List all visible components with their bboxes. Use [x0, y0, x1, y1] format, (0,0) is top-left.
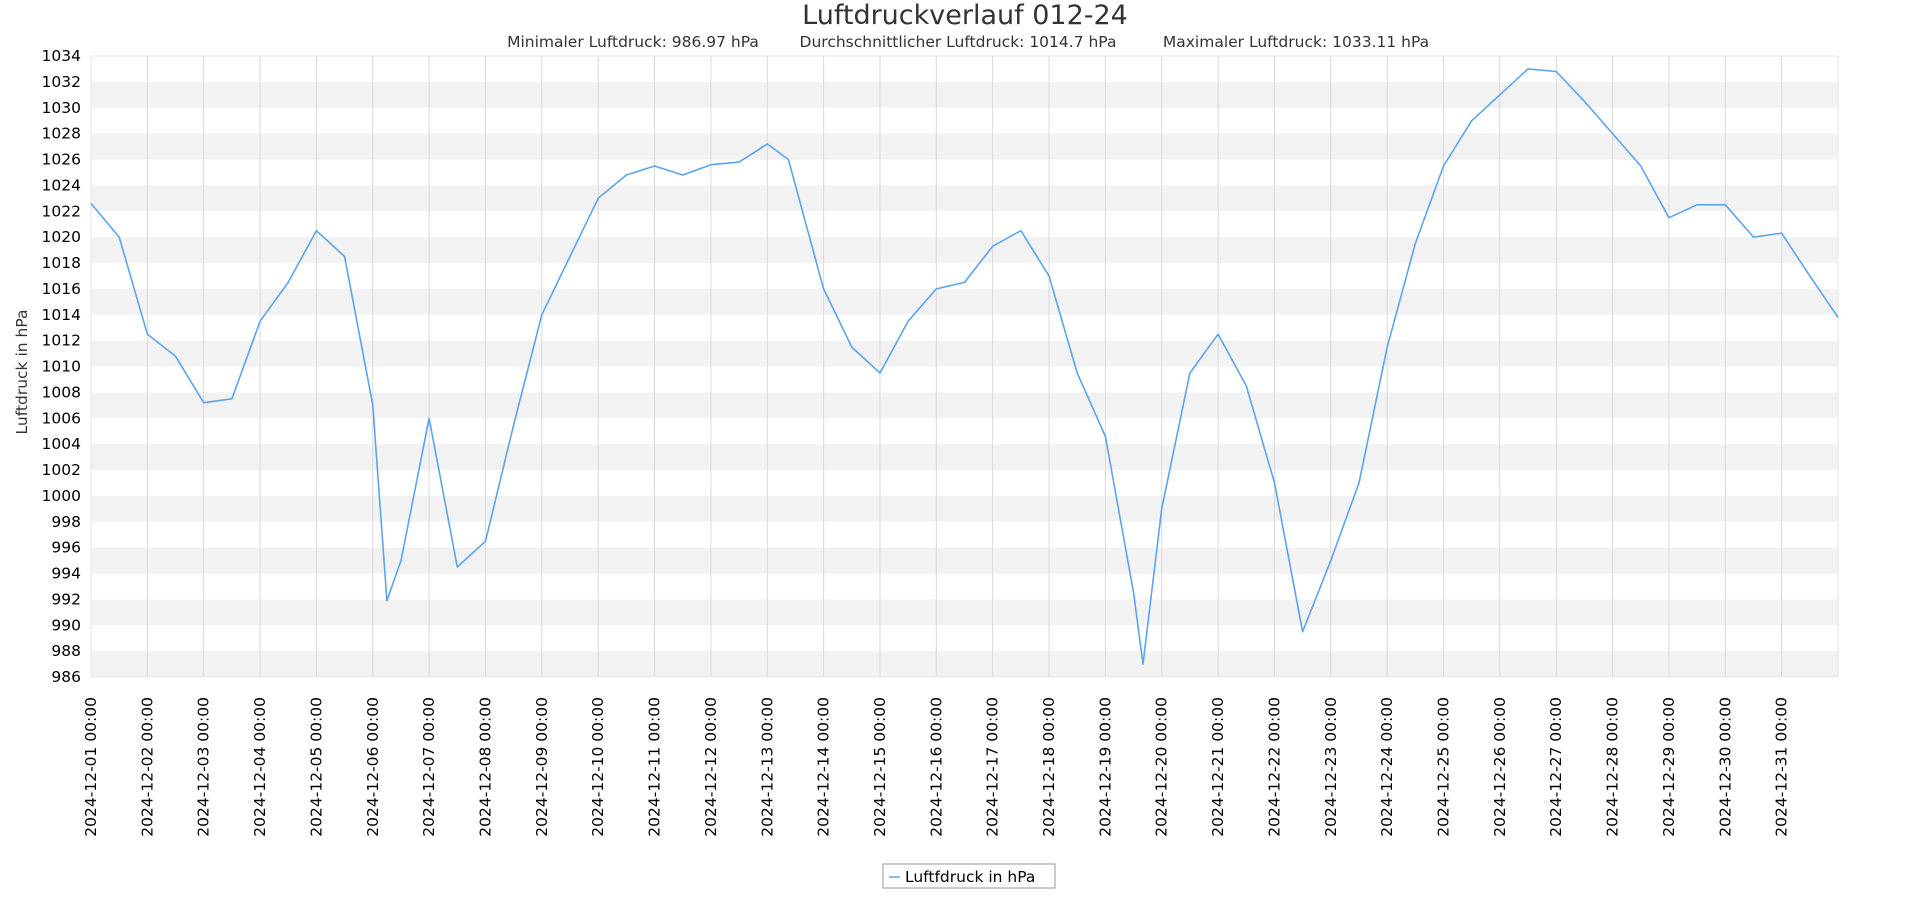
y-axis-label: Luftdruck in hPa: [13, 310, 31, 435]
plot-band: [91, 133, 1838, 160]
stat-avg-pressure: Durchschnittlicher Luftdruck: 1014.7 hPa: [800, 33, 1117, 51]
plot-band: [91, 185, 1838, 212]
x-tick-label: 2024-12-26 00:00: [1491, 697, 1509, 837]
y-tick-label: 1026: [42, 151, 81, 169]
x-tick-label: 2024-12-20 00:00: [1153, 697, 1171, 837]
y-tick-label: 992: [51, 590, 81, 608]
x-tick-label: 2024-12-02 00:00: [138, 697, 156, 837]
series-layer: [90, 68, 1839, 665]
plot-band: [91, 81, 1838, 108]
x-tick-label: 2024-12-29 00:00: [1660, 697, 1678, 837]
plot-band: [91, 237, 1838, 263]
x-tick-label: 2024-12-15 00:00: [871, 697, 889, 837]
y-tick-label: 1008: [42, 383, 81, 401]
y-tick-label: 988: [51, 642, 81, 660]
x-tick-label: 2024-12-31 00:00: [1773, 697, 1791, 837]
x-tick-label: 2024-12-23 00:00: [1322, 697, 1340, 837]
x-tick-label: 2024-12-08 00:00: [476, 697, 494, 837]
plot-frame: [90, 55, 1839, 678]
x-tick-label: 2024-12-10 00:00: [589, 697, 607, 837]
x-tick-label: 2024-12-21 00:00: [1209, 697, 1227, 837]
x-tick-label: 2024-12-22 00:00: [1265, 697, 1283, 837]
plot-band: [91, 211, 1838, 238]
x-tick-label: 2024-12-01 00:00: [82, 697, 100, 837]
y-tick-label: 1024: [42, 176, 81, 194]
y-tick-label: 1014: [42, 306, 81, 324]
plot-band: [91, 263, 1838, 289]
plot-band: [91, 547, 1838, 574]
plot-band: [91, 314, 1838, 341]
y-tick-label: 1020: [42, 228, 81, 246]
plot-band: [91, 625, 1838, 652]
legend-label: Luftfdruck in hPa: [905, 868, 1035, 886]
y-tick-label: 994: [51, 565, 81, 583]
x-tick-label: 2024-12-11 00:00: [646, 697, 664, 837]
plot-band: [91, 573, 1838, 600]
series-line: [90, 68, 1839, 665]
plot-band: [91, 159, 1838, 186]
x-tick-label: 2024-12-19 00:00: [1096, 697, 1114, 837]
y-tick-label: 986: [51, 668, 81, 686]
plot-band: [91, 651, 1838, 677]
x-tick-label: 2024-12-05 00:00: [307, 697, 325, 837]
vertical-gridlines: [90, 55, 1839, 678]
x-tick-label: 2024-12-27 00:00: [1547, 697, 1565, 837]
x-tick-label: 2024-12-17 00:00: [984, 697, 1002, 837]
x-tick-label: 2024-12-09 00:00: [533, 697, 551, 837]
x-tick-label: 2024-12-24 00:00: [1378, 697, 1396, 837]
x-tick-label: 2024-12-12 00:00: [702, 697, 720, 837]
plot-band: [91, 521, 1838, 548]
y-tick-label: 1004: [42, 435, 81, 453]
x-tick-label: 2024-12-18 00:00: [1040, 697, 1058, 837]
x-tick-label: 2024-12-28 00:00: [1604, 697, 1622, 837]
y-tick-label: 1000: [42, 487, 81, 505]
legend-box: [882, 863, 1056, 889]
plot-band: [91, 340, 1838, 367]
y-tick-label: 1030: [42, 99, 81, 117]
y-tick-label: 1002: [42, 461, 81, 479]
y-tick-label: 1022: [42, 202, 81, 220]
y-tick-label: 1032: [42, 73, 81, 91]
x-axis-ticks: 2024-12-01 00:00 2024-12-02 00:00 2024-12-…: [82, 697, 1791, 837]
plot-band: [91, 599, 1838, 626]
x-tick-label: 2024-12-25 00:00: [1435, 697, 1453, 837]
plot-band: [91, 56, 1838, 82]
stat-min-pressure: Minimaler Luftdruck: 986.97 hPa: [507, 33, 759, 51]
y-tick-label: 1034: [42, 47, 81, 65]
x-tick-label: 2024-12-13 00:00: [758, 697, 776, 837]
legend[interactable]: Luftfdruck in hPa: [882, 863, 1056, 889]
stat-max-pressure: Maximaler Luftdruck: 1033.11 hPa: [1163, 33, 1429, 51]
plot-band: [91, 366, 1838, 393]
plot-band: [91, 107, 1838, 134]
plot-band: [91, 470, 1838, 496]
y-axis-ticks: 986 988 990 992 994 996 998 1000 1002 1004 1006 100…: [42, 47, 81, 686]
y-tick-label: 990: [51, 616, 81, 634]
plot-band: [91, 418, 1838, 445]
y-tick-label: 1016: [42, 280, 81, 298]
y-tick-label: 1028: [42, 125, 81, 143]
y-tick-label: 996: [51, 539, 81, 557]
x-tick-label: 2024-12-04 00:00: [251, 697, 269, 837]
x-tick-label: 2024-12-30 00:00: [1716, 697, 1734, 837]
y-tick-label: 1012: [42, 332, 81, 350]
plot-background-bands: [91, 56, 1838, 677]
x-tick-label: 2024-12-06 00:00: [364, 697, 382, 837]
x-tick-label: 2024-12-14 00:00: [815, 697, 833, 837]
plot-band: [91, 392, 1838, 419]
plot-band: [91, 288, 1838, 315]
x-tick-label: 2024-12-07 00:00: [420, 697, 438, 837]
y-tick-label: 1018: [42, 254, 81, 272]
x-tick-label: 2024-12-03 00:00: [195, 697, 213, 837]
x-tick-label: 2024-12-16 00:00: [927, 697, 945, 837]
y-tick-label: 1006: [42, 409, 81, 427]
plot-band: [91, 495, 1838, 522]
plot-band: [91, 444, 1838, 470]
y-tick-label: 1010: [42, 358, 81, 376]
y-tick-label: 998: [51, 513, 81, 531]
chart-title: Luftdruckverlauf 012-24: [802, 0, 1128, 31]
